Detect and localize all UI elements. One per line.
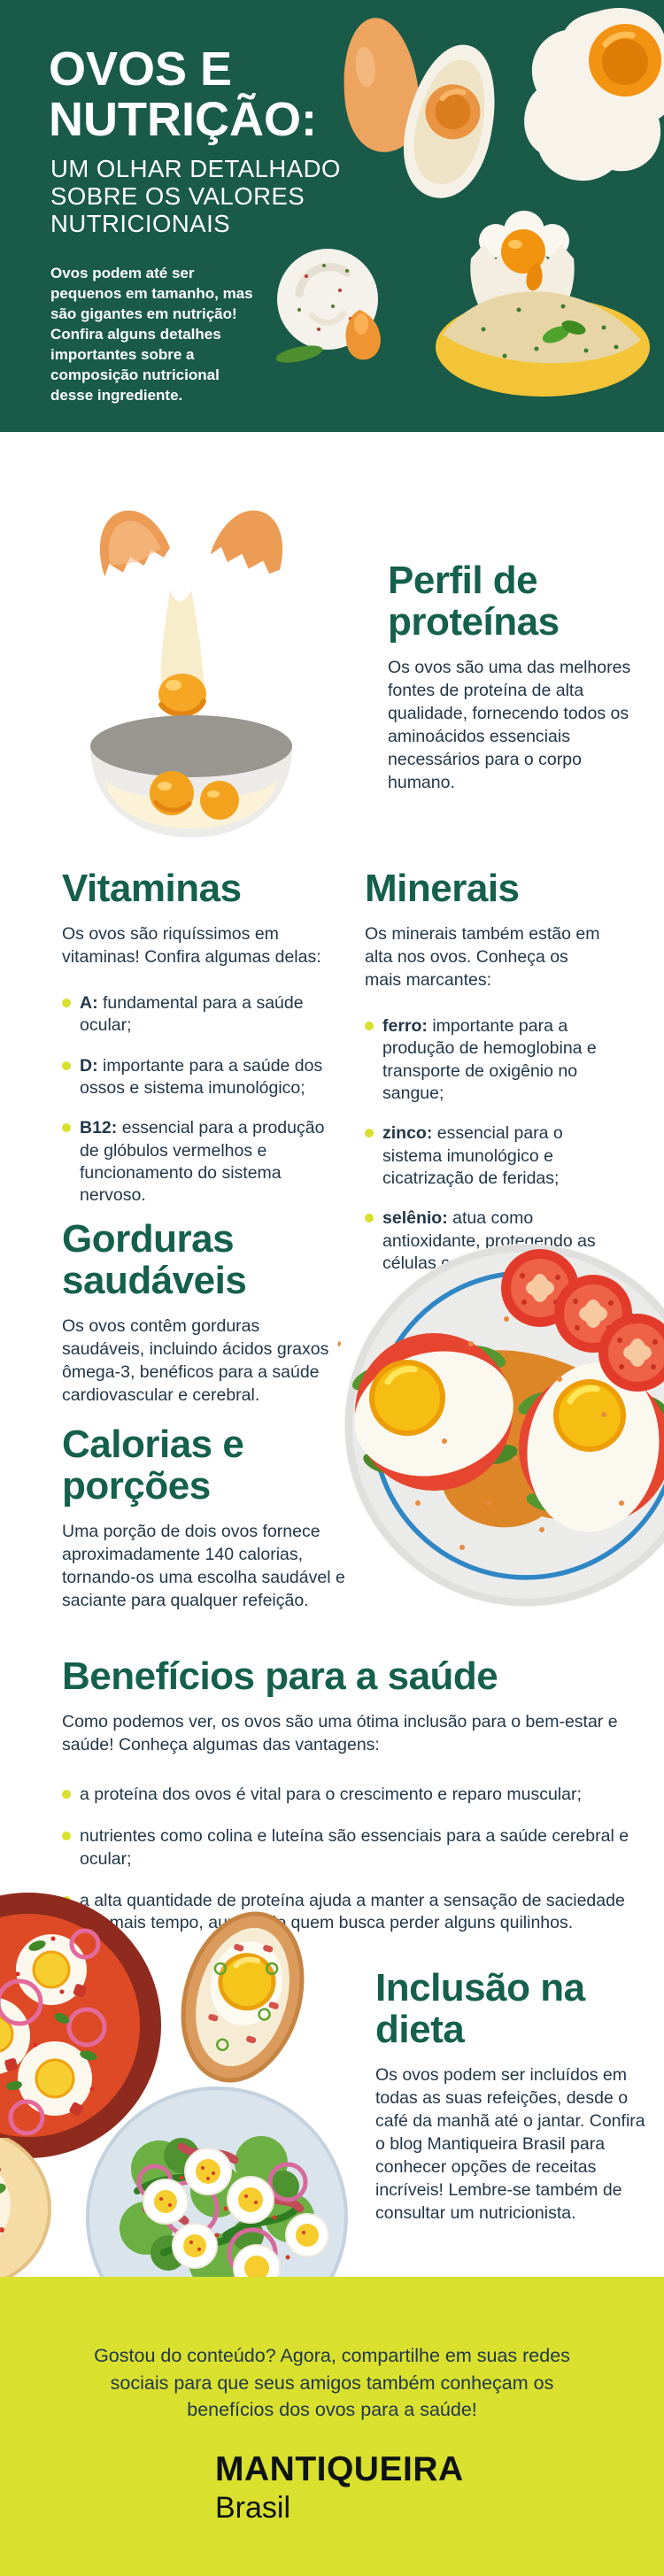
poached-egg-illustration (275, 249, 381, 363)
benefit-text: a proteína dos ovos é vital para o cresc… (80, 1784, 582, 1804)
spice-dots (338, 1316, 624, 1550)
benefit-text: a alta quantidade de proteína ajuda a ma… (80, 1890, 625, 1933)
header: OVOS E NUTRIÇÃO: UM OLHAR DETALHADO SOBR… (0, 0, 664, 432)
vitamin-text: importante para a saúde dos ossos e sist… (80, 1055, 323, 1098)
intro-paragraph: Ovos podem até ser pequenos em tamanho, … (50, 265, 253, 404)
bullet-dot-icon (365, 1129, 374, 1138)
diet-paragraph: Os ovos podem ser incluídos em todas as … (375, 2065, 645, 2223)
tomato-slices (501, 1249, 664, 1392)
bullet-dot-icon (62, 1123, 71, 1133)
vitamin-term: B12: (80, 1118, 118, 1138)
plate-with-egg-toasts-illustration (338, 1244, 664, 1607)
list-item: B12: essencial para a produção de glóbul… (62, 1117, 338, 1207)
list-item: A: fundamental para a saúde ocular; (62, 992, 338, 1037)
vitamin-text: essencial para a produção de glóbulos ve… (80, 1118, 325, 1206)
brand-logo: MANTIQUEIRA Brasil (215, 2450, 464, 2526)
bullet-dot-icon (62, 998, 71, 1007)
egg-toast-right (518, 1362, 664, 1532)
fried-egg-illustration (524, 8, 664, 181)
bullet-dot-icon (62, 1789, 71, 1799)
section-benefits: Benefícios para a saúde Como podemos ver… (62, 1655, 637, 1953)
footer-message: Gostou do conteúdo? Agora, compartilhe e… (94, 2345, 570, 2421)
list-item: ferro: importante para a produção de hem… (365, 1015, 622, 1105)
brand-name: MANTIQUEIRA (215, 2450, 464, 2488)
benefits-heading: Benefícios para a saúde (62, 1654, 498, 1698)
brand-sub: Brasil (215, 2491, 291, 2525)
minerals-list: ferro: importante para a produção de hem… (365, 1015, 622, 1275)
section-calories: Calorias e porções Uma porção de dois ov… (62, 1423, 363, 1613)
bullet-dot-icon (365, 1214, 374, 1223)
mineral-term: ferro: (382, 1015, 428, 1036)
title-line-1: OVOS E (49, 42, 233, 96)
egg-slices (143, 2148, 329, 2277)
section-fats: Gorduras saudáveis Os ovos contêm gordur… (62, 1218, 354, 1408)
list-item: nutrientes como colina e luteína são ess… (62, 1825, 646, 1870)
halved-boiled-egg-illustration (404, 44, 495, 198)
vitamins-heading: Vitaminas (62, 867, 242, 910)
bullet-dot-icon (365, 1021, 374, 1030)
calories-heading: Calorias e porções (62, 1423, 244, 1508)
whole-egg-illustration (344, 18, 420, 152)
section-minerals: Minerais Os minerais também estão em alt… (365, 868, 630, 1292)
cracked-egg-into-bowl-illustration (90, 510, 292, 837)
protein-heading: Perfil de proteínas (388, 559, 560, 644)
vitamin-term: A: (80, 992, 98, 1013)
benefits-intro: Como podemos ver, os ovos são uma ótima … (62, 1712, 618, 1755)
mineral-text: importante para a produção de hemoglobin… (382, 1015, 597, 1103)
section-protein: Perfil de proteínas Os ovos são uma das … (388, 559, 646, 795)
egg-salad-plate-illustration (86, 2086, 348, 2277)
benefits-list: a proteína dos ovos é vital para o cresc… (62, 1784, 646, 1935)
egg-toast-illustration (181, 1911, 305, 2083)
title-line-2: NUTRIÇÃO: (49, 93, 317, 147)
fats-heading: Gorduras saudáveis (62, 1217, 247, 1303)
page-title: OVOS E NUTRIÇÃO: (49, 42, 317, 147)
vitamin-term: D: (80, 1055, 98, 1076)
bullet-dot-icon (62, 1832, 71, 1841)
minerals-heading: Minerais (365, 867, 520, 910)
diet-heading: Inclusão na dieta (375, 1966, 585, 2052)
bullet-dot-icon (62, 1060, 71, 1070)
list-item: a alta quantidade de proteína ajuda a ma… (62, 1890, 646, 1935)
minerals-intro: Os minerais também estão em alta nos ovo… (365, 924, 600, 990)
list-item: zinco: essencial para o sistema imunológ… (365, 1122, 622, 1190)
side-plate-illustration (0, 2138, 51, 2279)
mineral-term: zinco: (382, 1123, 433, 1144)
section-diet: Inclusão na dieta Os ovos podem ser incl… (375, 1967, 652, 2225)
mineral-text: essencial para o sistema imunológico e c… (382, 1123, 563, 1188)
benefit-text: nutrientes como colina e luteína são ess… (80, 1826, 629, 1869)
shakshuka-pan-illustration (0, 1893, 161, 2158)
section-vitamins: Vitaminas Os ovos são riquíssimos em vit… (62, 868, 344, 1225)
protein-paragraph: Os ovos são uma das melhores fontes de p… (388, 658, 631, 792)
footer: Gostou do conteúdo? Agora, compartilhe e… (0, 2277, 664, 2576)
egg-toast-left (352, 1333, 518, 1491)
list-item: a proteína dos ovos é vital para o cresc… (62, 1784, 646, 1806)
omelette-illustration (436, 291, 650, 397)
calories-paragraph: Uma porção de dois ovos fornece aproxima… (62, 1522, 345, 1610)
vitamins-list: A: fundamental para a saúde ocular; D: i… (62, 992, 338, 1207)
vitamin-text: fundamental para a saúde ocular; (80, 992, 304, 1036)
list-item: D: importante para a saúde dos ossos e s… (62, 1055, 338, 1100)
mineral-term: selênio: (382, 1208, 448, 1229)
vitamins-intro: Os ovos são riquíssimos em vitaminas! Co… (62, 924, 321, 967)
page-subtitle: UM OLHAR DETALHADO SOBRE OS VALORES NUTR… (50, 155, 341, 237)
fats-paragraph: Os ovos contêm gorduras saudáveis, inclu… (62, 1316, 329, 1405)
